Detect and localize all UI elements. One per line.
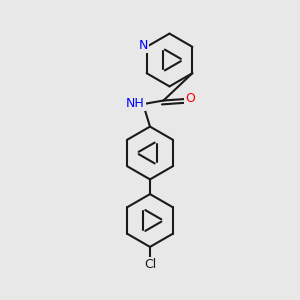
Text: N: N: [138, 39, 148, 52]
Text: NH: NH: [126, 97, 145, 110]
Text: Cl: Cl: [144, 258, 156, 272]
Text: O: O: [186, 92, 195, 106]
